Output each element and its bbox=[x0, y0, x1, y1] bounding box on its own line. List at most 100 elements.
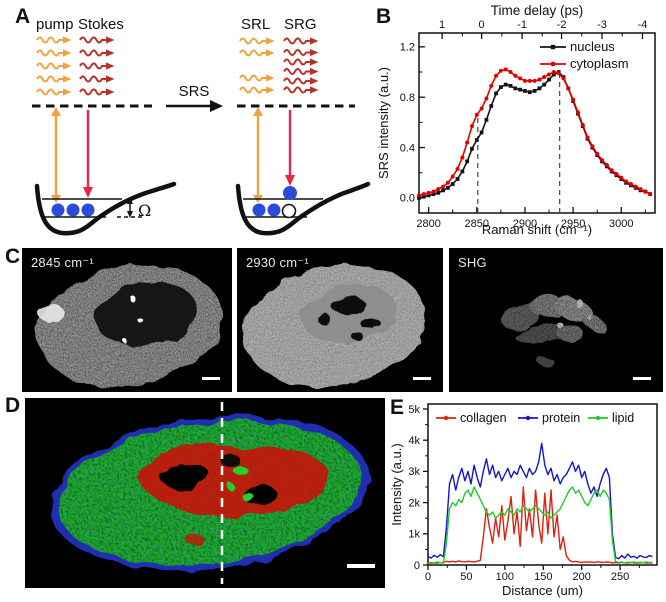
photon-wavy-arrow bbox=[283, 48, 319, 57]
electron-ball bbox=[81, 203, 95, 217]
photon-wavy-arrow bbox=[283, 58, 319, 66]
photon-wavy-arrow bbox=[239, 37, 275, 45]
photon-wavy-arrow bbox=[36, 62, 72, 70]
y-axis-tick-label: 4k bbox=[408, 435, 420, 447]
x-axis-tick-label: 200 bbox=[573, 571, 591, 583]
x-axis-tick-label: 0 bbox=[425, 571, 431, 583]
srs-spectrum-svg: 2800 2850 2900 2950 3000 0.0 0.4 0.8 1.2 1 0 -1 -2 -3… bbox=[376, 3, 656, 237]
stokes-transition-arrow-left bbox=[83, 110, 93, 198]
ground-state-well-right bbox=[235, 181, 371, 236]
photon-wavy-arrow bbox=[36, 36, 72, 44]
pump-photons-after-srl bbox=[239, 37, 275, 94]
y-axis-tick-label: 1k bbox=[408, 529, 420, 541]
composite-image-graphic bbox=[50, 402, 375, 584]
y-axis-tick-label: 0 bbox=[414, 560, 420, 572]
panel-c-letter: C bbox=[5, 245, 21, 268]
x-axis-tick-label: 100 bbox=[496, 571, 514, 583]
stokes-photons-before bbox=[79, 36, 115, 96]
image-2845: 2845 cm⁻¹ bbox=[22, 248, 232, 392]
legend-label: protein bbox=[542, 411, 580, 425]
legend-item-nucleus: nucleus bbox=[540, 39, 615, 54]
photon-wavy-arrow bbox=[36, 88, 72, 96]
photon-wavy-arrow bbox=[283, 77, 319, 85]
ground-state-well-left bbox=[34, 181, 177, 236]
pump-photons-before bbox=[36, 36, 72, 96]
x-axis-label: Raman shift (cm⁻¹) bbox=[482, 222, 592, 237]
y-axis-tick-label: 1.2 bbox=[400, 42, 415, 54]
stokes-photons-after-srg bbox=[283, 37, 319, 94]
scale-bar bbox=[347, 564, 375, 568]
excited-electron-ball bbox=[283, 186, 297, 200]
y-axis-tick-label: 3k bbox=[408, 466, 420, 478]
photon-wavy-arrow bbox=[79, 36, 115, 44]
y-axis-label: Intensity (a.u.) bbox=[389, 443, 404, 525]
panel-e-letter: E bbox=[390, 396, 405, 419]
x-axis-tick-label: 150 bbox=[534, 571, 552, 583]
photon-wavy-arrow bbox=[283, 37, 319, 45]
srl-label: SRL bbox=[241, 16, 270, 33]
srg-label: SRG bbox=[284, 16, 317, 33]
srs-energy-diagram: pump Stokes SRL SRG SRS bbox=[32, 16, 371, 236]
hole-circle bbox=[281, 203, 297, 219]
pump-transition-arrow-left bbox=[51, 107, 61, 203]
scale-bar bbox=[413, 377, 431, 380]
omega-label: Ω bbox=[138, 201, 151, 220]
photon-wavy-arrow bbox=[79, 75, 115, 83]
scale-bar bbox=[202, 377, 220, 380]
image-2930-label: 2930 cm⁻¹ bbox=[246, 255, 309, 270]
image-2845-label: 2845 cm⁻¹ bbox=[31, 255, 94, 270]
image-shg-graphic bbox=[502, 288, 612, 364]
x-axis-tick-label: 2850 bbox=[465, 218, 489, 230]
top-axis-tick-label: -2 bbox=[557, 19, 567, 31]
top-axis-tick-label: -3 bbox=[597, 19, 607, 31]
line-profile-svg: 0 50 100 150 200 250 0 1k 2k 3k 4k 5k Distance (um) I… bbox=[389, 403, 658, 598]
photon-wavy-arrow bbox=[239, 74, 275, 82]
pump-transition-arrow-right bbox=[253, 107, 263, 203]
image-shg-label: SHG bbox=[458, 255, 487, 270]
panel-d-letter: D bbox=[5, 394, 21, 417]
composite-image bbox=[25, 398, 385, 588]
legend-item-cytoplasm: cytoplasm bbox=[540, 56, 629, 71]
y-axis-tick-label: 0.4 bbox=[400, 142, 415, 154]
image-shg: SHG bbox=[449, 248, 663, 392]
legend-item-protein: protein bbox=[518, 411, 580, 425]
y-axis-label: SRS intensity (a.u.) bbox=[376, 67, 391, 179]
image-2930: 2930 cm⁻¹ bbox=[237, 248, 443, 392]
scale-bar bbox=[633, 377, 651, 380]
photon-wavy-arrow bbox=[79, 62, 115, 70]
x-axis-tick-label: 50 bbox=[460, 571, 472, 583]
legend-label: nucleus bbox=[570, 39, 615, 54]
photon-wavy-arrow bbox=[36, 75, 72, 83]
top-axis-title: Time delay (ps) bbox=[491, 3, 584, 18]
electron-ball bbox=[66, 203, 80, 217]
stokes-transition-arrow-right bbox=[285, 110, 295, 186]
electron-ball bbox=[252, 203, 266, 217]
electron-ball bbox=[267, 203, 281, 217]
image-2845-graphic bbox=[37, 264, 223, 388]
plot-frame bbox=[418, 32, 656, 214]
x-axis-tick-label: 2900 bbox=[513, 218, 537, 230]
x-axis-tick-label: 3000 bbox=[609, 218, 633, 230]
x-axis-tick-label: 2950 bbox=[561, 218, 585, 230]
photon-wavy-arrow bbox=[283, 86, 319, 94]
photon-wavy-arrow bbox=[239, 86, 275, 94]
y-axis-tick-label: 2k bbox=[408, 497, 420, 509]
line-profile-chart: 0 50 100 150 200 250 0 1k 2k 3k 4k 5k Distance (um) I… bbox=[388, 396, 666, 602]
photon-wavy-arrow bbox=[239, 49, 275, 57]
photon-wavy-arrow bbox=[79, 88, 115, 96]
y-axis-tick-label: 0.0 bbox=[400, 193, 415, 205]
photon-wavy-arrow bbox=[283, 67, 319, 76]
top-axis-tick-label: 0 bbox=[479, 19, 485, 31]
x-axis-tick-label: 2800 bbox=[416, 218, 440, 230]
omega-gap-arrow bbox=[127, 197, 133, 218]
panel-a-letter: A bbox=[15, 5, 31, 28]
photon-wavy-arrow bbox=[36, 49, 72, 57]
srs-spectrum-chart: 2800 2850 2900 2950 3000 0.0 0.4 0.8 1.2 1 0 -1 -2 -3… bbox=[372, 0, 666, 240]
srs-label: SRS bbox=[179, 83, 210, 100]
collagen-red-region bbox=[138, 444, 328, 519]
legend-label: collagen bbox=[460, 411, 507, 425]
x-axis-tick-label: 250 bbox=[611, 571, 629, 583]
top-axis-tick-label: 1 bbox=[439, 19, 445, 31]
top-axis-tick-label: -4 bbox=[638, 19, 648, 31]
photon-wavy-arrow bbox=[79, 49, 115, 57]
